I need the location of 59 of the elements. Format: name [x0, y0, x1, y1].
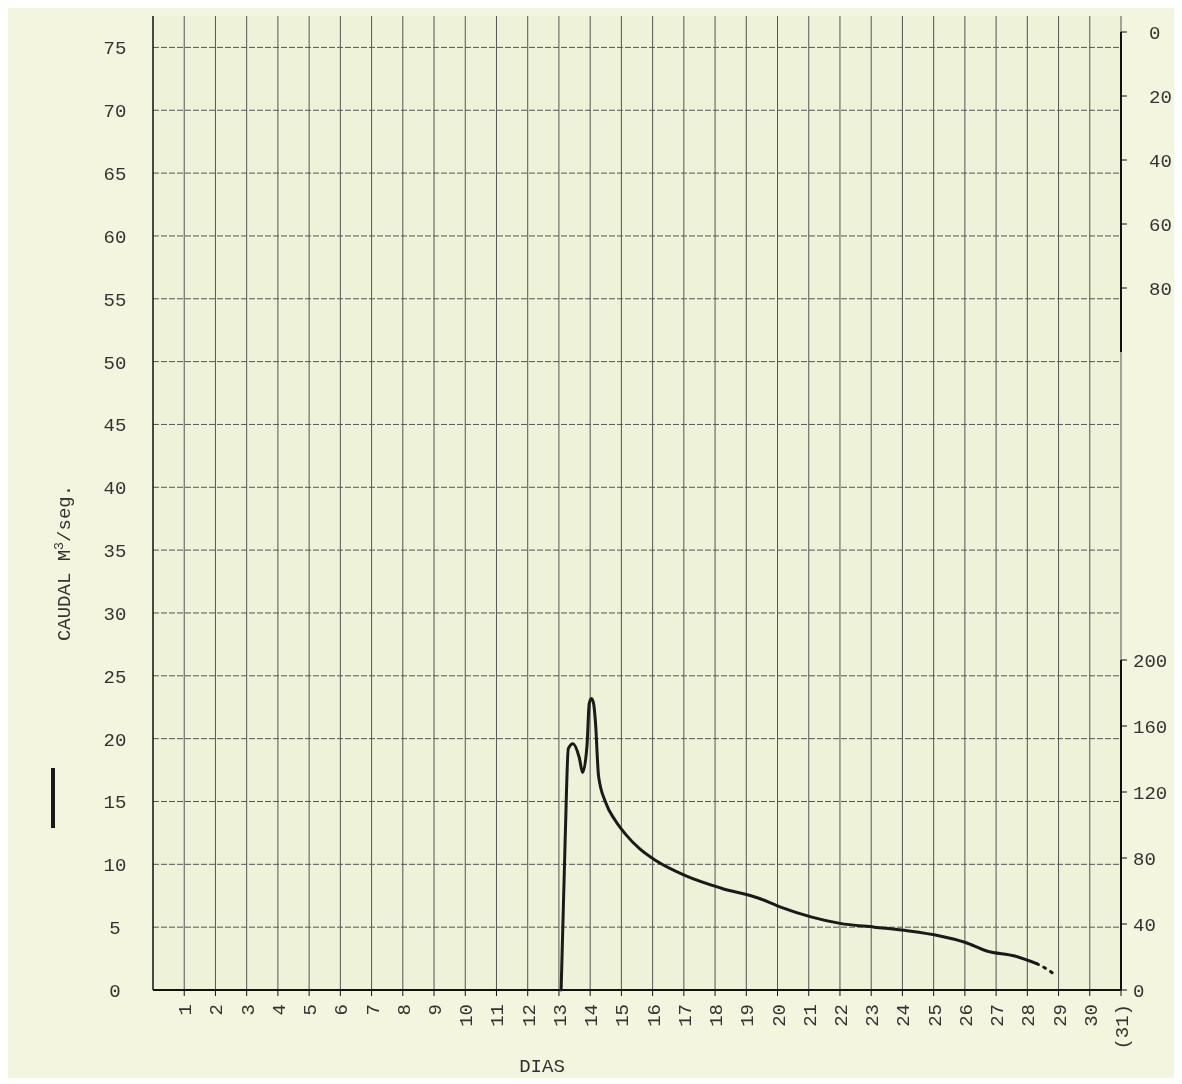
- x-tick-label: 24: [893, 1004, 916, 1027]
- y-tick-label: 20: [103, 729, 127, 752]
- x-tick-label: 21: [799, 1004, 822, 1027]
- x-tick-label: 2: [206, 1004, 229, 1016]
- y-tick-label: 55: [103, 289, 127, 312]
- x-tick-label: 17: [674, 1004, 697, 1027]
- x-tick-label: 28: [1018, 1004, 1041, 1027]
- y-tick-label: 15: [103, 792, 127, 815]
- x-tick-label: 16: [643, 1004, 666, 1027]
- y3-tick-label: 80: [1149, 279, 1172, 301]
- x-tick-label: 20: [768, 1004, 791, 1027]
- y-tick-label: 30: [103, 603, 127, 626]
- y-tick-label: 70: [103, 101, 127, 124]
- y-tick-label: 50: [103, 352, 127, 375]
- x-tick-label: 23: [862, 1004, 885, 1027]
- x-tick-label: 25: [924, 1004, 947, 1027]
- x-tick-label: 15: [612, 1004, 635, 1027]
- x-tick-label: (31): [1112, 1004, 1134, 1050]
- x-tick-label: 27: [987, 1004, 1010, 1027]
- y2-tick-label: 200: [1133, 651, 1168, 673]
- y-tick-label: 75: [103, 38, 127, 61]
- y3-tick-label: 40: [1149, 151, 1172, 173]
- x-tick-label: 19: [737, 1004, 760, 1027]
- y2-tick-label: 0: [1133, 981, 1145, 1003]
- x-tick-label: 13: [549, 1004, 572, 1027]
- y-tick-label: 45: [103, 415, 127, 438]
- y-tick-label: 0: [109, 981, 121, 1003]
- x-tick-label: 12: [518, 1004, 541, 1027]
- x-tick-label: 7: [362, 1004, 385, 1016]
- x-tick-label: 1: [175, 1004, 198, 1016]
- x-tick-label: 4: [268, 1004, 291, 1016]
- y-tick-label: 5: [109, 918, 121, 941]
- x-tick-label: 11: [487, 1004, 510, 1027]
- y2-tick-label: 160: [1133, 717, 1168, 739]
- y-tick-label: 65: [103, 164, 127, 187]
- x-tick-label: 18: [706, 1004, 729, 1027]
- y-tick-label: 60: [103, 226, 127, 249]
- y3-tick-label: 60: [1149, 215, 1172, 237]
- x-tick-label: 10: [456, 1004, 479, 1027]
- y-tick-label: 35: [103, 541, 127, 564]
- y2-tick-label: 120: [1133, 783, 1168, 805]
- x-tick-label: 30: [1080, 1004, 1103, 1027]
- y3-tick-label: 20: [1149, 87, 1172, 109]
- y-tick-label: 40: [103, 478, 127, 501]
- x-tick-label: 5: [300, 1004, 323, 1016]
- y2-tick-label: 80: [1133, 849, 1156, 871]
- x-tick-label: 29: [1049, 1004, 1072, 1027]
- x-tick-label: 22: [830, 1004, 853, 1027]
- x-tick-label: 8: [393, 1004, 416, 1016]
- y-tick-label: 25: [103, 666, 127, 689]
- x-axis-title: DIAS: [519, 1056, 565, 1078]
- x-tick-label: 26: [955, 1004, 978, 1027]
- x-tick-label: 14: [581, 1004, 604, 1027]
- x-tick-label: 9: [425, 1004, 448, 1016]
- x-tick-label: 6: [331, 1004, 354, 1016]
- x-tick-label: 3: [237, 1004, 260, 1016]
- y-tick-label: 10: [103, 855, 127, 878]
- y3-tick-label: 0: [1149, 23, 1161, 45]
- y2-tick-label: 40: [1133, 915, 1156, 937]
